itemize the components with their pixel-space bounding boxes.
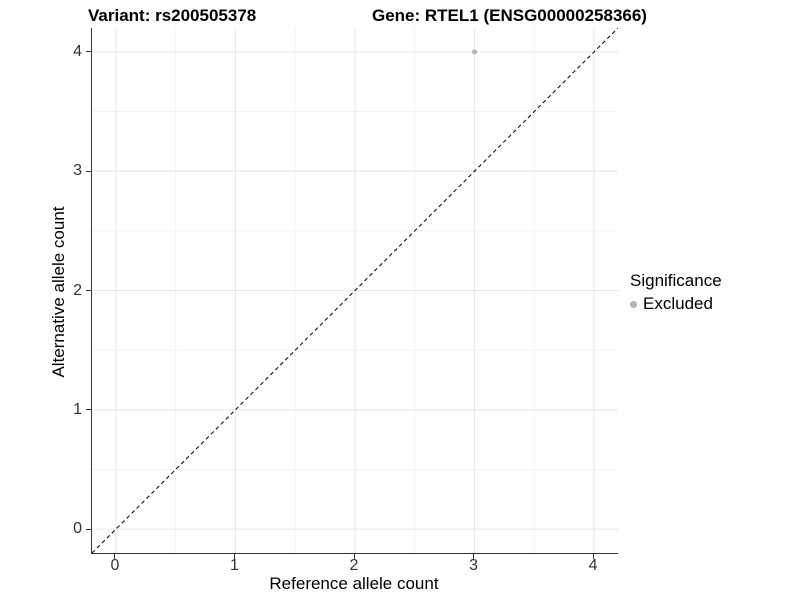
x-axis-tick [233, 554, 235, 559]
legend-item-label: Excluded [643, 294, 713, 313]
legend-items: Excluded [630, 294, 722, 314]
y-axis-tick-label: 1 [73, 400, 82, 418]
x-axis-tick [114, 554, 116, 559]
x-axis-tick-label: 3 [469, 557, 478, 574]
x-axis-tick-label: 4 [588, 557, 598, 574]
identity-reference-line [92, 28, 618, 553]
plot-panel [91, 28, 618, 554]
y-axis-tick-label: 4 [73, 42, 82, 60]
scatter-plot-canvas [92, 28, 618, 553]
legend-key-dot-icon [630, 300, 637, 308]
y-axis-tick [86, 51, 91, 53]
y-axis-tick-label: 0 [73, 520, 82, 538]
legend-item: Excluded [630, 294, 722, 314]
data-point [472, 49, 478, 55]
x-axis-tick [592, 554, 594, 559]
plot-title-variant: Variant: rs200505378 [88, 6, 257, 25]
legend-title: Significance [630, 271, 722, 290]
y-axis-tick-label: 3 [73, 162, 82, 180]
y-axis-tick [86, 528, 91, 530]
y-axis-tick [86, 409, 91, 411]
plot-title-gene: Gene: RTEL1 (ENSG00000258366) [372, 6, 647, 25]
x-axis-tick-label: 0 [110, 557, 120, 574]
x-axis-tick-label: 2 [349, 557, 359, 574]
x-axis-tick-label: 1 [230, 557, 239, 574]
x-axis-tick [353, 554, 355, 559]
y-axis-tick [86, 170, 91, 172]
y-axis-tick-label: 2 [73, 281, 82, 299]
y-axis-tick [86, 290, 91, 291]
legend: Significance Excluded [630, 271, 722, 314]
x-axis-tick [473, 554, 475, 559]
x-axis-title: Reference allele count [269, 574, 439, 593]
